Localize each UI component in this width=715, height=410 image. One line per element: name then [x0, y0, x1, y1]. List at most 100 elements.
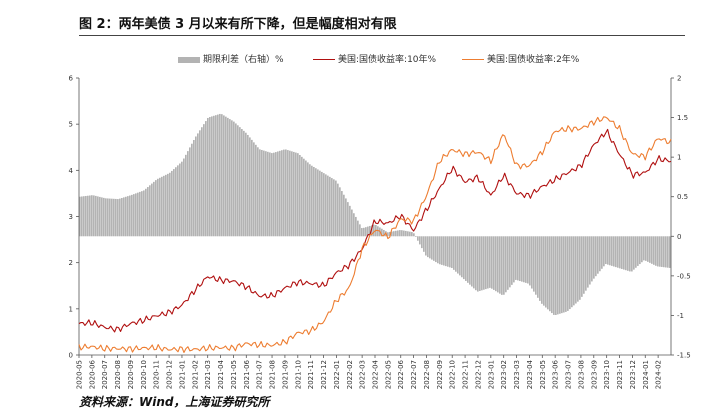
spread-bar	[425, 236, 427, 256]
spread-bar	[359, 224, 361, 237]
spread-bar	[281, 150, 283, 237]
spread-bar	[571, 236, 573, 308]
spread-bar	[553, 236, 555, 315]
spread-bar	[439, 236, 441, 265]
spread-bar	[601, 236, 603, 269]
spread-bar	[303, 158, 305, 237]
spread-bar	[135, 193, 137, 237]
spread-bar	[393, 231, 395, 237]
spread-bar	[643, 236, 645, 261]
spread-bar	[157, 178, 159, 237]
legend-swatch-spread	[178, 56, 200, 63]
spread-bar	[625, 236, 627, 271]
spread-bar	[235, 123, 237, 237]
spread-bar	[619, 236, 621, 269]
left-tick-label: 6	[69, 75, 74, 83]
spread-bar	[337, 183, 339, 237]
spread-bar	[147, 187, 149, 237]
legend-label-spread: 期限利差（右轴）%	[203, 55, 284, 65]
spread-bar	[131, 194, 133, 237]
spread-bar	[433, 236, 435, 261]
spread-bar	[101, 197, 103, 237]
x-tick-label: 2022-03	[359, 360, 367, 389]
spread-bar	[647, 236, 649, 262]
x-tick-label: 2022-06	[397, 359, 405, 389]
x-tick-label: 2024-02	[655, 360, 663, 389]
spread-bar	[149, 185, 151, 237]
legend-swatch-10y	[313, 59, 335, 60]
spread-bar	[93, 195, 95, 237]
spread-bar	[633, 236, 635, 270]
spread-bar	[195, 136, 197, 237]
spread-bar	[217, 114, 219, 237]
spread-bar	[197, 133, 199, 237]
x-tick-label: 2022-01	[333, 360, 341, 389]
spread-bar	[463, 236, 465, 280]
spread-bar	[443, 236, 445, 266]
spread-bar	[387, 232, 389, 237]
spread-bar	[397, 230, 399, 237]
spread-bar	[447, 236, 449, 267]
spread-bar	[191, 143, 193, 237]
x-tick-label: 2024-01	[642, 360, 650, 389]
spread-bar	[347, 202, 349, 237]
spread-bar	[659, 236, 661, 267]
spread-bar	[273, 152, 275, 237]
spread-bar	[411, 232, 413, 237]
spread-bar	[267, 151, 269, 237]
spread-bar	[205, 121, 207, 237]
spread-bar	[277, 151, 279, 237]
spread-bar	[415, 236, 417, 237]
spread-bar	[423, 236, 425, 252]
spread-bar	[535, 236, 537, 295]
x-tick-label: 2022-05	[384, 360, 392, 389]
spread-bar	[357, 220, 359, 237]
x-tick-label: 2021-12	[320, 360, 328, 389]
spread-bar	[117, 199, 119, 237]
spread-bar	[507, 236, 509, 290]
spread-bar	[491, 236, 493, 289]
spread-bar	[523, 236, 525, 283]
spread-bar	[309, 164, 311, 237]
spread-bar	[395, 230, 397, 237]
x-tick-label: 2022-04	[372, 359, 380, 389]
spread-bar	[283, 149, 285, 237]
right-tick-label: -1.5	[677, 352, 691, 360]
spread-bar	[313, 166, 315, 237]
spread-bar	[85, 195, 87, 237]
spread-bar	[661, 236, 663, 267]
spread-bar	[399, 230, 401, 237]
spread-bar	[605, 236, 607, 265]
spread-bar	[293, 151, 295, 237]
spread-bar	[581, 236, 583, 297]
spread-bar	[373, 224, 375, 237]
spread-bar	[429, 236, 431, 259]
left-tick-label: 2	[69, 259, 73, 267]
spread-bar	[363, 227, 365, 237]
x-tick-label: 2023-12	[629, 360, 637, 389]
spread-bar	[225, 116, 227, 237]
spread-bar	[143, 190, 145, 237]
series-line-2y	[78, 116, 672, 353]
left-tick-label: 1	[69, 305, 73, 313]
spread-bar	[407, 231, 409, 237]
spread-bar	[519, 236, 521, 282]
spread-bar	[377, 226, 379, 237]
spread-bar	[161, 176, 163, 237]
spread-bar	[343, 194, 345, 237]
x-tick-label: 2023-08	[577, 360, 585, 389]
x-tick-label: 2020-07	[101, 360, 109, 389]
spread-bar	[319, 170, 321, 237]
spread-bar	[181, 161, 183, 237]
spread-bar	[529, 236, 531, 286]
x-tick-label: 2021-10	[294, 360, 302, 389]
spread-bar	[623, 236, 625, 270]
spread-bar	[615, 236, 617, 268]
spread-bar	[653, 236, 655, 265]
spread-bar	[499, 236, 501, 294]
right-tick-label: 0	[677, 233, 681, 241]
spread-bar	[229, 119, 231, 237]
x-tick-label: 2021-03	[204, 360, 212, 389]
spread-bar	[271, 153, 273, 237]
